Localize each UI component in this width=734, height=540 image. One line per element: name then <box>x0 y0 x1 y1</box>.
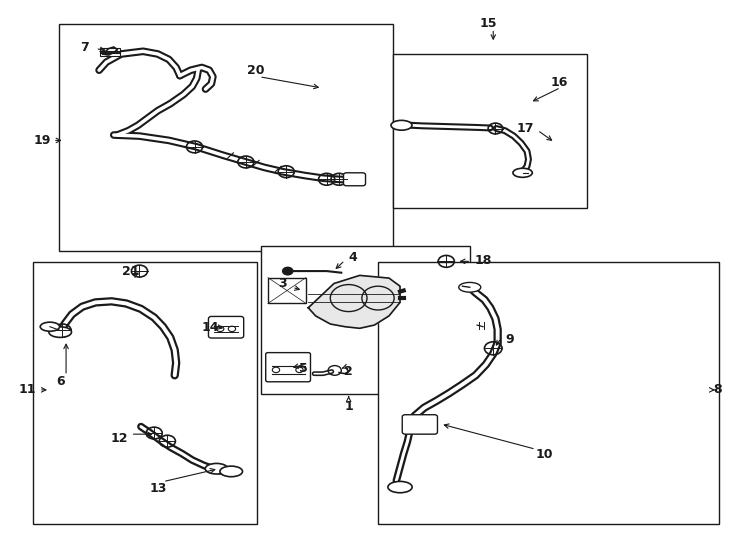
Bar <box>393 54 587 208</box>
FancyBboxPatch shape <box>402 415 437 434</box>
Text: 16: 16 <box>550 76 568 89</box>
Ellipse shape <box>206 463 228 474</box>
Text: 8: 8 <box>713 383 722 396</box>
Text: 21: 21 <box>122 265 139 278</box>
Ellipse shape <box>388 482 413 492</box>
Ellipse shape <box>220 466 242 477</box>
Ellipse shape <box>49 327 71 338</box>
Text: 12: 12 <box>111 432 128 445</box>
Text: 14: 14 <box>202 321 219 334</box>
Text: 5: 5 <box>299 362 308 375</box>
Text: 15: 15 <box>479 17 497 30</box>
Ellipse shape <box>40 322 59 331</box>
Bar <box>33 262 257 524</box>
Ellipse shape <box>459 282 481 292</box>
Text: 17: 17 <box>517 122 534 135</box>
Text: 13: 13 <box>149 482 167 495</box>
Text: 10: 10 <box>536 448 553 461</box>
Ellipse shape <box>391 120 412 130</box>
Ellipse shape <box>513 168 532 177</box>
Text: 7: 7 <box>80 41 89 54</box>
Polygon shape <box>308 275 400 328</box>
Bar <box>59 24 393 251</box>
FancyBboxPatch shape <box>344 173 366 186</box>
Text: 4: 4 <box>348 251 357 264</box>
Text: 9: 9 <box>505 333 514 346</box>
Text: 20: 20 <box>247 64 264 77</box>
Text: 19: 19 <box>34 134 51 147</box>
Text: 18: 18 <box>474 254 492 267</box>
Text: 2: 2 <box>344 365 353 378</box>
Text: 6: 6 <box>57 375 65 388</box>
Bar <box>268 278 306 303</box>
Circle shape <box>283 267 293 275</box>
Text: 1: 1 <box>344 400 353 413</box>
Text: 11: 11 <box>18 383 36 396</box>
FancyBboxPatch shape <box>266 353 310 382</box>
Bar <box>100 48 120 56</box>
Bar <box>378 262 719 524</box>
Text: 3: 3 <box>278 277 287 290</box>
FancyBboxPatch shape <box>208 316 244 338</box>
Bar <box>261 246 470 394</box>
